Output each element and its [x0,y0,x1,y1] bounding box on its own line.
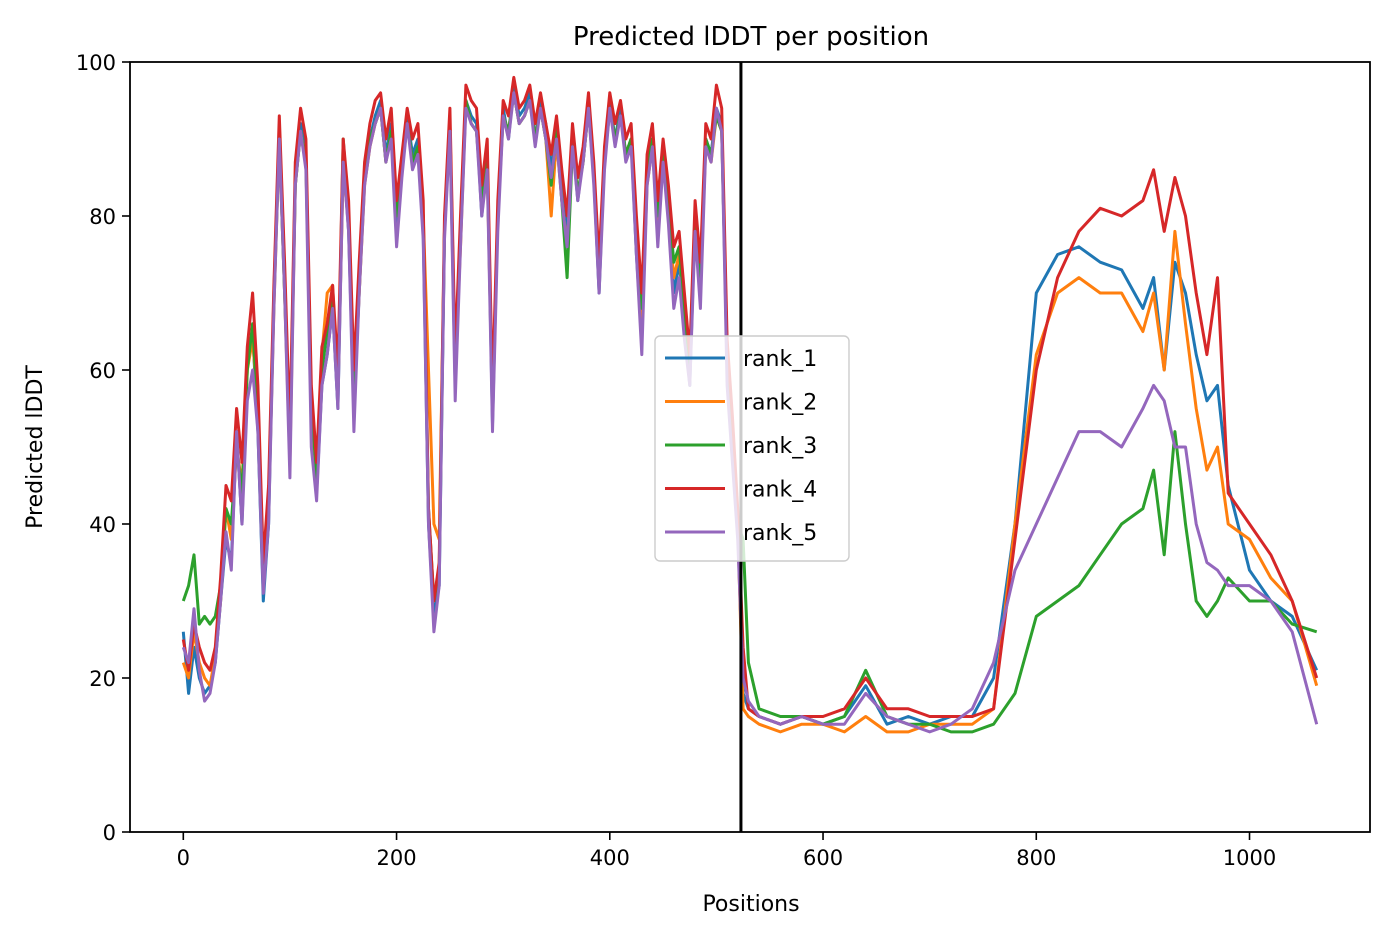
series-layer [181,75,1319,734]
y-tick-label: 100 [76,51,116,75]
series-line-rank_4 [181,75,1319,726]
legend: rank_1 rank_2 rank_3 rank_4 rank_5 [654,335,850,562]
y-tick-label: 40 [89,513,116,537]
axes-frame [129,61,1371,833]
y-tick-label: 0 [103,821,116,845]
y-tick-label: 20 [89,667,116,691]
y-tick-label: 80 [89,205,116,229]
x-tick-label: 400 [590,846,630,870]
x-tick-label: 600 [803,846,843,870]
x-axis-ticks: 0 200 400 600 800 1000 [177,832,1276,870]
chart-title: Predicted lDDT per position [573,22,929,52]
legend-label-rank_1: rank_1 [743,347,817,372]
legend-label-rank_3: rank_3 [743,434,817,459]
x-tick-label: 800 [1016,846,1056,870]
legend-label-rank_5: rank_5 [743,521,817,546]
x-tick-label: 1000 [1223,846,1276,870]
x-tick-label: 200 [377,846,417,870]
y-axis-ticks: 0 20 40 60 80 100 [76,51,130,845]
legend-label-rank_4: rank_4 [743,478,817,503]
y-tick-label: 60 [89,359,116,383]
legend-box [654,335,850,562]
legend-label-rank_2: rank_2 [743,391,817,416]
x-axis-label: Positions [702,892,799,917]
series-line-rank_5 [181,91,1319,734]
x-tick-label: 0 [177,846,190,870]
y-axis-label: Predicted lDDT [23,365,48,529]
